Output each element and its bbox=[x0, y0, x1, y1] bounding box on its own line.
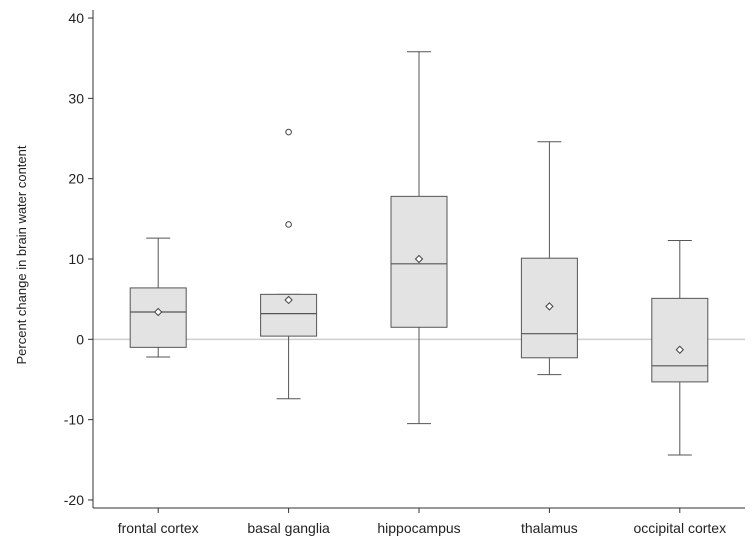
x-category-label: frontal cortex bbox=[118, 520, 199, 536]
outlier-point bbox=[285, 221, 292, 228]
y-axis-title: Percent change in brain water content bbox=[14, 145, 29, 364]
mean-marker bbox=[545, 302, 554, 311]
mean-marker bbox=[675, 345, 685, 354]
iqr-box bbox=[129, 287, 187, 348]
mean-marker bbox=[284, 295, 293, 305]
box-group bbox=[129, 237, 187, 358]
iqr-box bbox=[651, 297, 709, 383]
y-tick-label: 30 bbox=[68, 90, 84, 106]
box-group bbox=[260, 128, 318, 400]
y-tick-label: 10 bbox=[68, 251, 84, 267]
x-category-label: occipital cortex bbox=[634, 520, 727, 536]
x-category-label: thalamus bbox=[521, 520, 578, 536]
mean-marker bbox=[153, 307, 163, 317]
y-tick-label: 0 bbox=[76, 331, 84, 347]
box-group bbox=[390, 51, 448, 425]
x-category-label: basal ganglia bbox=[247, 520, 330, 536]
y-tick-label: -20 bbox=[64, 492, 84, 508]
y-tick-label: -10 bbox=[64, 412, 84, 428]
box-group bbox=[651, 240, 709, 456]
outlier-point bbox=[285, 128, 292, 136]
y-tick-label: 20 bbox=[68, 171, 84, 187]
mean-marker bbox=[414, 254, 424, 264]
y-tick-label: 40 bbox=[68, 10, 84, 26]
box-group bbox=[520, 141, 578, 376]
x-category-label: hippocampus bbox=[377, 520, 460, 536]
